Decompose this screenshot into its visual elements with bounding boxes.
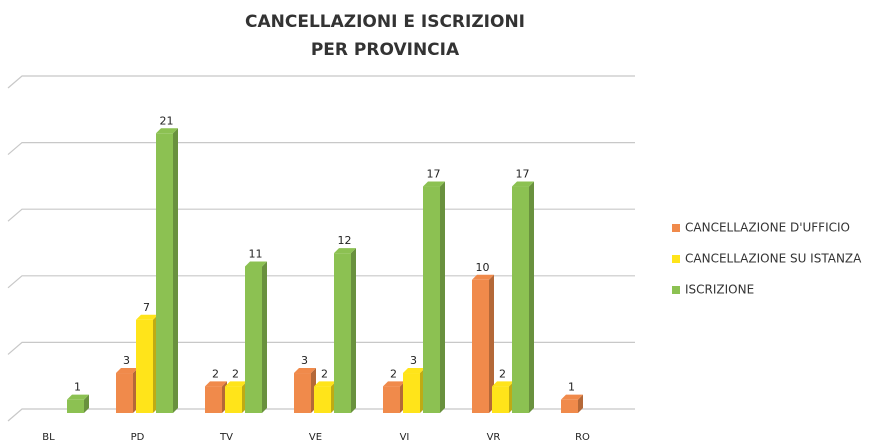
bar (561, 399, 578, 413)
x-tick-label: VR (487, 432, 501, 443)
data-label: 3 (301, 354, 308, 367)
data-label: 10 (476, 261, 490, 274)
bar-top (472, 274, 494, 280)
legend-label: ISCRIZIONE (685, 283, 754, 297)
bar (156, 133, 173, 413)
bar (472, 279, 489, 413)
bar-side (173, 128, 178, 413)
legend-label: CANCELLAZIONE SU ISTANZA (685, 252, 862, 266)
bar (492, 386, 509, 413)
bar-top (136, 314, 158, 320)
bar-top (225, 381, 247, 387)
bar-top (116, 368, 138, 374)
grid-line (7, 75, 635, 89)
data-label: 2 (212, 367, 219, 380)
bar-top (512, 181, 534, 187)
data-label: 17 (427, 168, 441, 181)
bar-top (294, 368, 316, 374)
bar (423, 186, 440, 413)
bar-side (351, 248, 356, 413)
bar-side (529, 181, 534, 413)
grid-line (7, 142, 635, 156)
chart-title: CANCELLAZIONI E ISCRIZIONI (245, 12, 525, 32)
data-label: 2 (232, 367, 239, 380)
bar-top (492, 381, 514, 387)
bar (205, 386, 222, 413)
bar-side (84, 394, 89, 413)
bar-top (245, 261, 267, 267)
x-tick-label: RO (575, 432, 590, 443)
bar (225, 386, 242, 413)
bar (67, 399, 84, 413)
bar (334, 253, 351, 413)
data-label: 2 (321, 367, 328, 380)
bar-side (440, 181, 445, 413)
bar (245, 266, 262, 413)
data-label: 1 (568, 381, 575, 394)
bar-side (489, 274, 494, 413)
bar (383, 386, 400, 413)
bar (314, 386, 331, 413)
data-label: 2 (499, 367, 506, 380)
data-label: 3 (410, 354, 417, 367)
x-tick-label: BL (42, 432, 55, 443)
bar-side (578, 394, 583, 413)
data-label: 3 (123, 354, 130, 367)
bar-top (67, 394, 89, 400)
bar (403, 373, 420, 413)
data-label: 1 (74, 381, 81, 394)
bar-top (383, 381, 405, 387)
bar-top (423, 181, 445, 187)
bar (294, 373, 311, 413)
bar-top (561, 394, 583, 400)
bar (136, 319, 153, 413)
data-label: 21 (160, 114, 174, 127)
data-label: 12 (338, 234, 352, 247)
data-label: 7 (143, 301, 150, 314)
bar (116, 373, 133, 413)
bar-top (205, 381, 227, 387)
grid-line (7, 275, 635, 289)
x-tick-label: VI (400, 432, 410, 443)
x-tick-label: PD (131, 432, 145, 443)
bar-top (403, 368, 425, 374)
legend-swatch (672, 255, 680, 263)
data-label: 11 (249, 247, 263, 260)
chart-title: PER PROVINCIA (311, 40, 460, 60)
legend-label: CANCELLAZIONE D'UFFICIO (685, 221, 850, 235)
bar (512, 186, 529, 413)
bar-top (156, 128, 178, 134)
bar-top (334, 248, 356, 254)
data-label: 17 (516, 168, 530, 181)
legend-swatch (672, 286, 680, 294)
x-tick-label: TV (219, 432, 233, 443)
grid-line (7, 208, 635, 222)
bar-side (262, 261, 267, 413)
grid-line (7, 341, 635, 355)
x-tick-label: VE (309, 432, 322, 443)
legend-swatch (672, 224, 680, 232)
bar-top (314, 381, 336, 387)
data-label: 2 (390, 367, 397, 380)
